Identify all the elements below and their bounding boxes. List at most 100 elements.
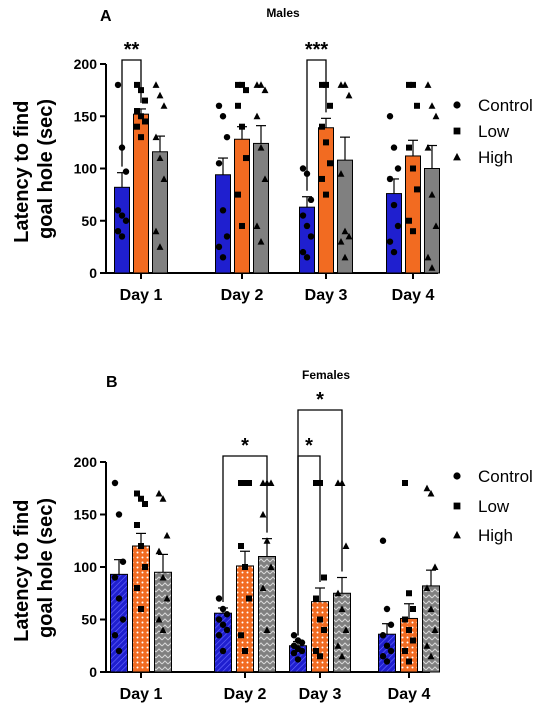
panel-a-point-low <box>414 186 420 193</box>
panel-b-point-high <box>259 584 267 591</box>
panel-b-point-high <box>267 563 275 570</box>
panel-a-point-high <box>345 232 353 240</box>
panel-b-point-high <box>159 495 167 502</box>
panel-b-point-high <box>423 642 431 649</box>
panel-a-significance-label: *** <box>305 39 329 61</box>
panel-b-point-control <box>115 595 123 602</box>
panel-b-point-control <box>379 653 387 660</box>
panel-b-letter: B <box>106 374 118 391</box>
panel-a-point-high <box>156 243 164 250</box>
panel-a-point-control <box>219 254 227 261</box>
panel-b-point-control <box>215 616 223 623</box>
panel-b-point-low <box>238 632 244 639</box>
panel-a-point-high <box>424 144 432 151</box>
panel-a-point-control <box>386 113 394 120</box>
panel-b-point-control <box>111 479 119 487</box>
panel-a-point-control <box>114 228 122 235</box>
panel-a-point-high <box>341 253 349 261</box>
panel-a-ylabel-line1: Latency to find <box>11 101 33 243</box>
panel-a-point-low <box>239 222 245 229</box>
panel-b-point-high <box>163 594 171 602</box>
panel-a-point-high <box>261 175 269 182</box>
panel-a-point-control <box>215 160 223 167</box>
panel-a-point-high <box>156 154 164 162</box>
panel-a-point-high <box>341 81 349 88</box>
panel-a-legend-marker-high <box>453 152 461 161</box>
panel-b-point-low <box>142 501 148 507</box>
panel-a-point-control <box>390 144 398 151</box>
panel-a-bar-high <box>253 142 269 274</box>
panel-a-title: Males <box>266 6 300 20</box>
panel-a-point-low <box>134 108 140 115</box>
panel-a-point-control <box>299 165 307 172</box>
panel-b-point-control <box>387 647 395 655</box>
panel-a-point-low <box>134 81 140 88</box>
panel-b-point-high <box>155 489 163 497</box>
panel-a-point-control <box>215 102 223 110</box>
panel-a-point-low <box>410 228 416 235</box>
panel-b-legend-marker-control <box>453 472 461 480</box>
panel-b-point-control <box>383 658 391 665</box>
panel-b-point-control <box>383 605 391 613</box>
panel-a-point-control <box>299 212 307 219</box>
panel-a-point-high <box>428 264 436 271</box>
panel-a-point-control <box>303 254 311 261</box>
panel-b-point-low <box>410 606 416 612</box>
panel-a-point-low <box>327 160 333 167</box>
panel-b-significance-label: * <box>305 435 313 457</box>
panel-b-point-control <box>223 626 231 634</box>
panel-a-point-low <box>243 87 249 94</box>
panel-b-point-low <box>138 543 144 549</box>
panel-a-point-high <box>341 227 349 235</box>
panel-b-point-control <box>115 511 123 518</box>
panel-b-legend-label-low: Low <box>478 497 510 516</box>
panel-a-point-high <box>424 253 432 261</box>
panel-a-point-low <box>138 113 144 120</box>
panel-b-point-control <box>215 595 223 602</box>
panel-a-point-low <box>134 123 140 130</box>
panel-b-ylabel-line1: Latency to find <box>11 500 33 642</box>
panel-a-ytick-label: 150 <box>74 108 98 124</box>
panel-a-category-label: Day 1 <box>120 287 163 304</box>
panel-a-point-low <box>319 123 325 130</box>
panel-b-point-low <box>402 648 408 654</box>
panel-b-point-high <box>334 642 342 649</box>
panel-b-point-high <box>427 652 435 660</box>
panel-a-point-low <box>235 191 241 198</box>
panel-a-point-control <box>223 133 231 141</box>
panel-b-point-control <box>387 621 395 628</box>
panel-a-point-control <box>390 201 398 209</box>
panel-b-point-high <box>431 563 439 570</box>
panel-a-bar-low <box>318 127 334 274</box>
panel-b-point-high <box>427 605 435 612</box>
panel-a-point-low <box>406 144 412 151</box>
panel-a-point-low <box>235 102 241 109</box>
panel-b-point-high <box>427 489 435 497</box>
panel-b-point-low <box>238 543 244 549</box>
panel-a-point-control <box>122 217 130 224</box>
panel-b-plot: 0 50 100 150 200 Day 1 Day 2 Day 3 Day 4 * * * Contr… <box>74 389 533 703</box>
panel-a-point-low <box>323 139 329 146</box>
panel-a-point-control <box>114 207 122 214</box>
panel-a-point-low <box>414 102 420 109</box>
panel-b-point-low <box>246 595 252 602</box>
panel-b-point-high <box>338 652 346 660</box>
panel-a-point-control <box>118 233 126 240</box>
panel-b-point-control <box>383 642 391 649</box>
panel-b-point-control <box>298 647 306 655</box>
panel-b-point-control <box>290 632 298 639</box>
panel-b-point-low <box>313 648 319 654</box>
panel-b-category-label: Day 4 <box>388 686 431 703</box>
panel-b-legend-marker-high <box>453 530 461 539</box>
panel-a-ylabel-line2: goal hole (sec) <box>35 99 57 239</box>
panel-a-point-high <box>432 112 440 120</box>
panel-a-point-low <box>319 175 325 182</box>
panel-b-point-low <box>317 616 323 623</box>
panel-b-bar-low <box>236 565 254 673</box>
panel-a-point-control <box>307 196 315 204</box>
panel-a-point-high <box>432 222 440 229</box>
panel-b-ytick-label: 150 <box>74 507 98 523</box>
panel-a-point-control <box>386 175 394 183</box>
panel-a-point-low <box>243 155 249 162</box>
panel-a-significance-bracket <box>121 59 142 167</box>
